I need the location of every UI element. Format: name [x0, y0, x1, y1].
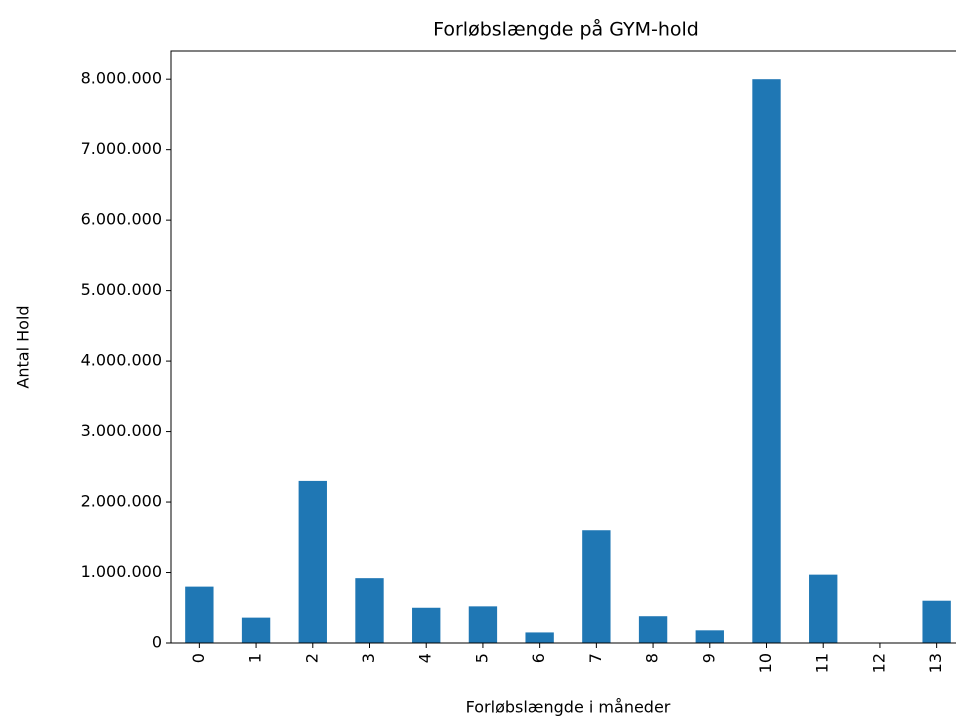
x-tick-label: 5	[472, 653, 491, 663]
x-tick-label: 10	[756, 653, 775, 673]
x-tick-label: 11	[813, 653, 832, 673]
bar	[525, 632, 554, 643]
bar	[638, 616, 668, 643]
bar	[412, 607, 441, 643]
plot-frame	[170, 50, 956, 644]
bar	[582, 530, 611, 643]
y-tick-label: 4.000.000	[81, 351, 162, 370]
bar	[468, 606, 498, 643]
x-tick-label: 2	[302, 653, 321, 663]
bar	[695, 630, 724, 643]
y-tick-label: 3.000.000	[81, 421, 162, 440]
chart-title: Forløbslængde på GYM-hold	[433, 18, 699, 41]
x-tick-label: 12	[869, 653, 888, 673]
x-tick-label: 8	[643, 653, 662, 663]
y-tick-label: 0	[152, 633, 162, 652]
bar	[922, 600, 951, 643]
x-tick-label: 13	[926, 653, 945, 673]
bar	[752, 79, 781, 643]
y-axis-label: Antal Hold	[14, 305, 33, 388]
bar	[355, 578, 384, 643]
bar	[185, 586, 214, 643]
x-tick-label: 7	[586, 653, 605, 663]
y-tick-label: 7.000.000	[81, 139, 162, 158]
x-tick-label: 6	[529, 653, 548, 663]
y-tick-label: 2.000.000	[81, 492, 162, 511]
y-tick-label: 8.000.000	[81, 69, 162, 88]
bar	[298, 480, 327, 643]
x-tick-label: 3	[359, 653, 378, 663]
x-tick-label: 0	[189, 653, 208, 663]
y-tick-label: 5.000.000	[81, 280, 162, 299]
bar	[241, 617, 271, 643]
x-tick-label: 4	[416, 653, 435, 663]
x-axis-label: Forløbslængde i måneder	[466, 698, 671, 717]
y-tick-label: 1.000.000	[81, 562, 162, 581]
y-tick-label: 6.000.000	[81, 210, 162, 229]
bar	[809, 574, 838, 643]
x-tick-label: 1	[246, 653, 265, 663]
x-tick-label: 9	[699, 653, 718, 663]
